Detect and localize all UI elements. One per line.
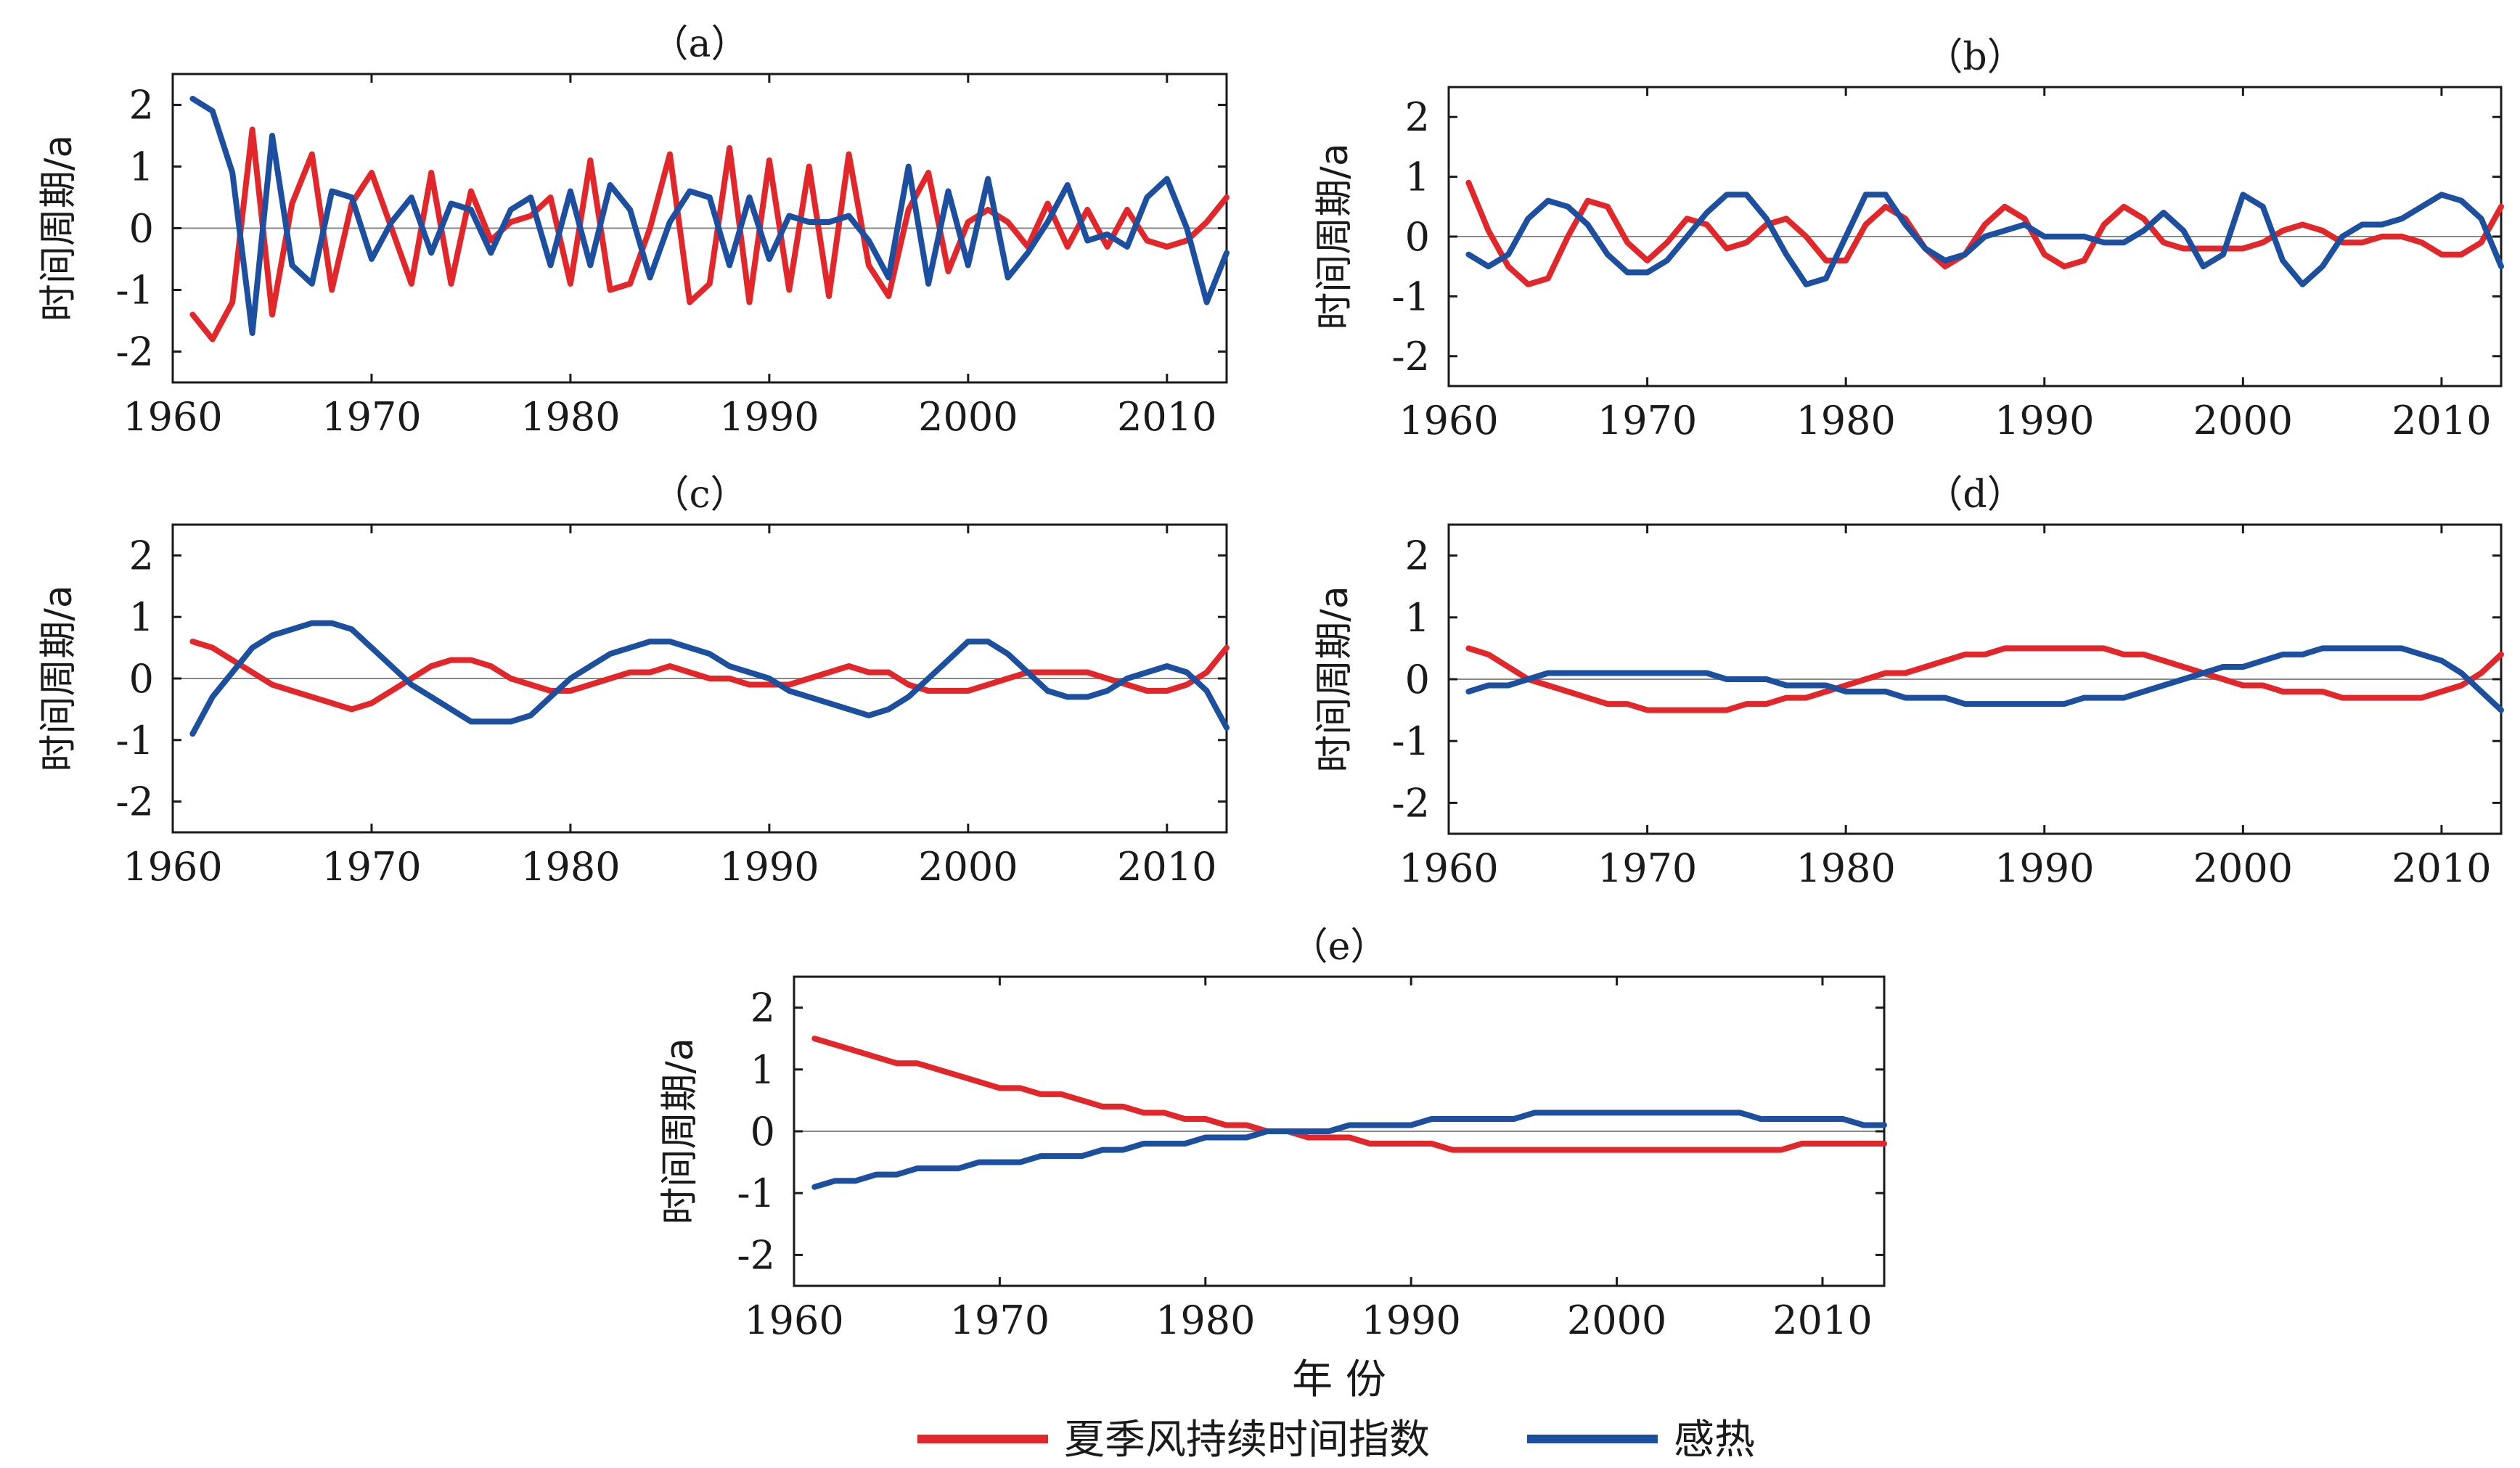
- series-line-sensible-heat: [189, 96, 1230, 336]
- panel-title: （e）: [1290, 925, 1388, 969]
- panel-title: （d）: [1925, 473, 2024, 517]
- x-tick-label: 2000: [2193, 845, 2293, 891]
- x-tick-label: 1990: [1995, 398, 2094, 443]
- x-tick-label: 1970: [322, 844, 421, 890]
- y-axis-label: 时间周期/a: [658, 1038, 702, 1224]
- x-tick-label: 1960: [123, 394, 222, 440]
- y-tick-label: -2: [1391, 334, 1430, 380]
- x-tick-label: 2000: [1567, 1297, 1666, 1343]
- y-tick-label: 2: [1405, 94, 1430, 140]
- y-tick-label: -1: [1391, 274, 1430, 319]
- series-line-sensible-heat: [189, 620, 1230, 737]
- x-tick-label: 1960: [1399, 398, 1498, 443]
- y-tick-label: 0: [129, 206, 154, 252]
- x-tick-label: 1970: [950, 1297, 1050, 1343]
- x-tick-label: 1990: [1995, 845, 2094, 891]
- series-line-sensible-heat: [1465, 645, 2504, 713]
- series-line-sensible-heat: [1465, 192, 2504, 287]
- series-line-monsoon: [811, 1036, 1887, 1153]
- legend: 夏季风持续时间指数 感热: [917, 1416, 1755, 1464]
- x-tick-label: 2010: [1117, 394, 1216, 440]
- x-tick-label: 1990: [1361, 1297, 1460, 1343]
- y-tick-label: 2: [129, 83, 154, 128]
- y-tick-label: -2: [1391, 780, 1430, 826]
- y-tick-label: -2: [115, 329, 154, 375]
- series-line-sensible-heat: [811, 1110, 1887, 1190]
- y-tick-label: 1: [750, 1047, 775, 1093]
- series-line-monsoon: [189, 639, 1230, 713]
- y-axis-label: 时间周期/a: [37, 135, 81, 321]
- x-tick-label: 2000: [918, 844, 1018, 890]
- x-tick-label: 1990: [719, 844, 819, 890]
- panel-0: （a） 1960 1970 1980 1990 2000 2010 -2 -1 0 1 2 时间周期/a: [37, 22, 1230, 440]
- x-tick-label: 1980: [520, 844, 620, 890]
- y-tick-label: -2: [115, 779, 154, 825]
- x-tick-label: 1970: [1598, 845, 1697, 891]
- x-tick-label: 1980: [1155, 1297, 1255, 1343]
- x-tick-label: 1960: [744, 1297, 843, 1343]
- x-tick-label: 1970: [322, 394, 421, 440]
- y-axis-label: 时间周期/a: [37, 585, 81, 771]
- y-tick-label: 2: [129, 533, 154, 578]
- y-axis-label: 时间周期/a: [1313, 586, 1357, 772]
- x-tick-label: 2010: [1117, 844, 1216, 890]
- y-tick-label: 2: [750, 985, 775, 1031]
- x-tick-label: 1980: [1796, 398, 1895, 443]
- x-tick-label: 1970: [1598, 398, 1697, 443]
- y-tick-label: -1: [1391, 718, 1430, 764]
- x-tick-label: 1990: [719, 394, 819, 440]
- y-axis-label: 时间周期/a: [1313, 143, 1357, 329]
- x-tick-label: 2010: [2392, 845, 2491, 891]
- y-tick-label: 1: [1405, 155, 1430, 200]
- x-tick-label: 1980: [1796, 845, 1895, 891]
- x-tick-label: 2000: [2193, 398, 2293, 443]
- y-tick-label: -1: [115, 718, 154, 763]
- panel-2: （c） 1960 1970 1980 1990 2000 2010 -2 -1 0 1 2 时间周期/a: [37, 473, 1230, 890]
- x-tick-label: 2000: [918, 394, 1018, 440]
- panel-4: （e） 1960 1970 1980 1990 2000 2010 -2 -1 0 1 2 时间周期/a…: [658, 925, 1887, 1403]
- x-tick-label: 1960: [123, 844, 222, 890]
- x-tick-label: 1960: [1399, 845, 1498, 891]
- y-tick-label: 0: [129, 656, 154, 702]
- y-tick-label: 0: [750, 1109, 775, 1155]
- panel-title: （c）: [651, 473, 748, 517]
- x-tick-label: 1980: [520, 394, 620, 440]
- panel-title: （a）: [650, 22, 748, 66]
- y-tick-label: -1: [737, 1170, 775, 1216]
- x-axis-label: 年 份: [1292, 1356, 1386, 1403]
- y-tick-label: 0: [1405, 214, 1430, 260]
- y-tick-label: 0: [1405, 657, 1430, 702]
- series-line-monsoon: [189, 126, 1230, 343]
- legend-label-1: 感热: [1674, 1416, 1755, 1464]
- series-line-monsoon: [1465, 179, 2504, 287]
- y-tick-label: 1: [129, 144, 154, 190]
- y-tick-label: 2: [1405, 533, 1430, 579]
- x-tick-label: 2010: [1772, 1297, 1872, 1343]
- y-tick-label: -2: [737, 1232, 775, 1278]
- y-tick-label: -1: [115, 268, 154, 313]
- panel-title: （b）: [1925, 36, 2024, 79]
- x-tick-label: 2010: [2392, 398, 2491, 443]
- series-line-monsoon: [1465, 645, 2504, 713]
- panel-1: （b） 1960 1970 1980 1990 2000 2010 -2 -1 0 1 2 时间周期/a: [1313, 36, 2504, 443]
- y-tick-label: 1: [129, 594, 154, 640]
- panel-3: （d） 1960 1970 1980 1990 2000 2010 -2 -1 0 1 2 时间周期/a: [1313, 473, 2504, 891]
- y-tick-label: 1: [1405, 595, 1430, 641]
- legend-label-0: 夏季风持续时间指数: [1064, 1416, 1430, 1464]
